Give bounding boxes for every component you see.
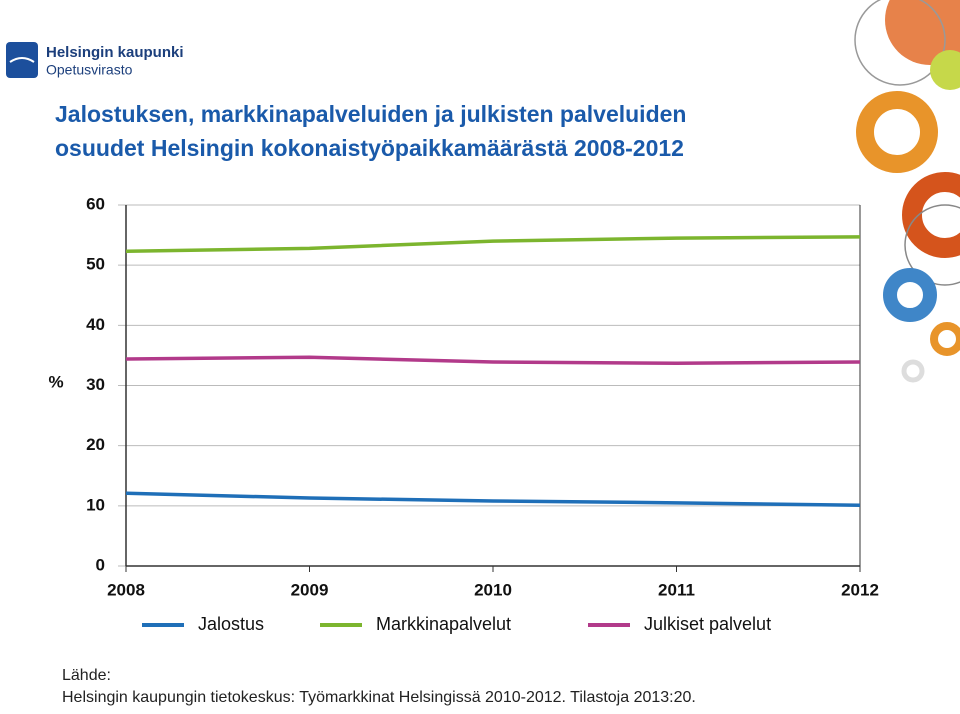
chart-subtitle: osuudet Helsingin kokonaistyöpaikkamäärä…: [55, 135, 684, 161]
series-line: [125, 491, 861, 507]
unit-name: Opetusvirasto: [46, 62, 133, 78]
x-tick-label: 2008: [107, 580, 145, 599]
y-tick-label: 0: [96, 555, 105, 574]
source-label: Lähde:: [62, 667, 111, 684]
y-tick-label: 30: [86, 375, 105, 394]
legend-label: Markkinapalvelut: [376, 614, 511, 634]
series-line: [125, 235, 861, 254]
org-name: Helsingin kaupunki: [46, 44, 184, 61]
series-line: [125, 355, 861, 365]
legend-label: Jalostus: [198, 614, 264, 634]
y-tick-label: 40: [86, 315, 105, 334]
source-text: Helsingin kaupungin tietokeskus: Työmark…: [62, 689, 696, 706]
logo: Helsingin kaupunki Opetusvirasto: [6, 42, 184, 78]
y-axis-label: %: [48, 372, 63, 391]
x-tick-label: 2011: [658, 580, 695, 599]
legend-label: Julkiset palvelut: [644, 614, 771, 634]
plot: 0 10 20 30 40 50 60 2008 2009 2010 2011 2012 Jalostu…: [86, 194, 879, 633]
y-tick-label: 60: [86, 194, 105, 213]
y-tick-label: 20: [86, 435, 105, 454]
y-tick-label: 10: [86, 495, 105, 514]
x-tick-label: 2010: [474, 580, 512, 599]
decoration: [854, 0, 960, 383]
x-tick-label: 2012: [841, 580, 879, 599]
x-tick-label: 2009: [291, 580, 329, 599]
y-tick-label: 50: [86, 255, 105, 274]
chart-title: Jalostuksen, markkinapalveluiden ja julk…: [55, 101, 686, 127]
